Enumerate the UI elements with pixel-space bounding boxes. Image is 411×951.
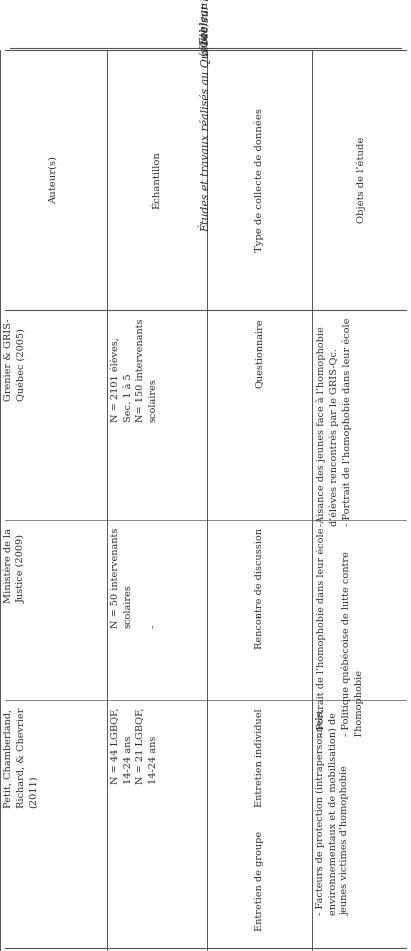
Text: N = 44 LGBQF,
14-24 ans
N = 21 LGBQF,
14-24 ans: N = 44 LGBQF, 14-24 ans N = 21 LGBQF, 14…	[111, 708, 157, 785]
Text: Auteur(s): Auteur(s)	[49, 156, 58, 204]
Text: (suite): (suite)	[200, 20, 210, 56]
Text: -: -	[255, 615, 264, 618]
Text: - Portrait de l’homophobie dans leur école

- Politique québécoise de lutte cont: - Portrait de l’homophobie dans leur éco…	[316, 528, 364, 736]
Text: N = 50 intervenants
scolaires

-: N = 50 intervenants scolaires -	[111, 528, 157, 629]
Text: Questionnaire: Questionnaire	[255, 318, 264, 388]
Text: Petit, Chamberland,
Richard, & Chevrier
(2011): Petit, Chamberland, Richard, & Chevrier …	[4, 708, 38, 808]
Text: Grenier & GRIS-
Québec (2005): Grenier & GRIS- Québec (2005)	[4, 318, 25, 400]
Text: Échantillon: Échantillon	[152, 151, 162, 209]
Text: -Aisance des jeunes face à l’homophobie
d’élèves rencontrés par le GRIS-Qc.
- Po: -Aisance des jeunes face à l’homophobie …	[316, 318, 352, 526]
Text: Ministère de la
Justice (2009): Ministère de la Justice (2009)	[4, 528, 25, 603]
Text: Objets de l’étude: Objets de l’étude	[357, 137, 366, 223]
Text: Entretien de groupe: Entretien de groupe	[255, 830, 264, 931]
Text: N = 2101 élèves,
Sec. 1 à 5
N= 150 intervenants
scolaires: N = 2101 élèves, Sec. 1 à 5 N= 150 inter…	[111, 318, 157, 421]
Text: Tableau 1: Tableau 1	[200, 0, 210, 45]
Text: Entretien individuel: Entretien individuel	[255, 708, 264, 806]
Text: Études et travaux réalisés au Québec sur l’homophobie en milieu scolaire: Études et travaux réalisés au Québec sur…	[199, 0, 211, 232]
Text: - Facteurs de protection (intrapersonnels,
environnementaux et de mobilisation) : - Facteurs de protection (intrapersonnel…	[316, 708, 350, 915]
Text: Type de collecte de données: Type de collecte de données	[255, 108, 264, 252]
Text: Rencontre de discussion: Rencontre de discussion	[255, 528, 264, 649]
